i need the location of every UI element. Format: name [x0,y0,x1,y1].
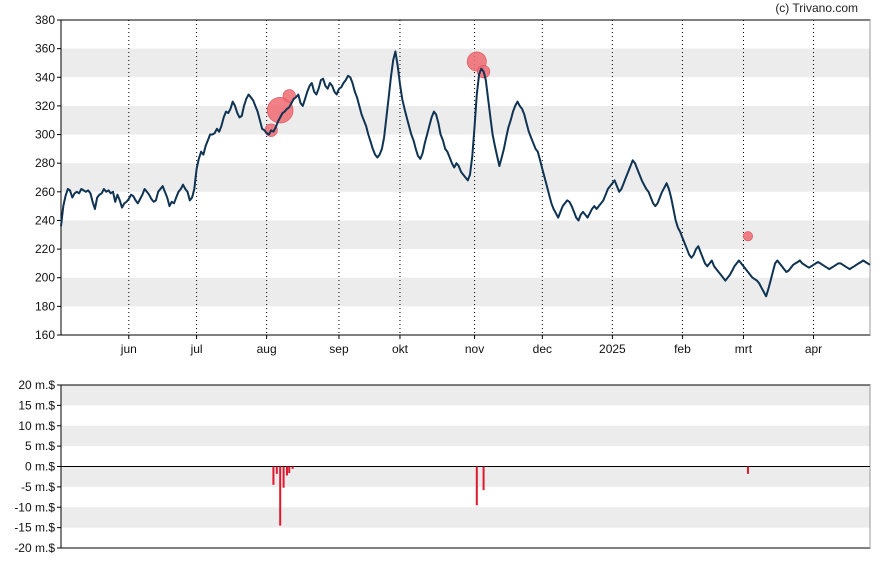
price-panel: 160 180 200 220 240 260 280 300 320 340 360 380 jun j… [35,13,871,356]
grid-band [61,105,870,135]
y-tick-label: 200 [35,271,55,285]
y-tick-label: 260 [35,185,55,199]
volume-bar [746,466,749,474]
x-tick-label: mrt [735,342,753,356]
volume-bar [288,466,291,474]
x-tick-label: jun [120,342,137,356]
grid-band [61,466,870,487]
x-tick-label: nov [465,342,484,356]
y-tick-label: 10 m.$ [18,419,55,433]
y-tick-label: 380 [35,13,55,27]
y-tick-label: 180 [35,299,55,313]
trade-marker [282,89,296,103]
y-tick-label: -15 m.$ [14,521,55,535]
y-tick-label: 280 [35,156,55,170]
y-tick-label: 160 [35,328,55,342]
volume-bar [282,466,285,488]
x-tick-label: jul [190,342,203,356]
x-tick-label: okt [392,342,409,356]
y-tick-label: -20 m.$ [14,541,55,555]
grid-band [61,277,870,307]
y-tick-label: 20 m.$ [18,378,55,392]
volume-bar [275,466,278,474]
volume-bar [272,466,275,485]
trade-marker [266,97,294,124]
y-tick-label: 340 [35,70,55,84]
y-tick-label: -10 m.$ [14,500,55,514]
y-tick-label: 15 m.$ [18,398,55,412]
x-tick-label: aug [257,342,277,356]
volume-bar [475,466,478,506]
y-tick-label: -5 m.$ [21,480,55,494]
volume-panel: 20 m.$ 15 m.$ 10 m.$ 5 m.$ 0 m.$ -5 m.$ -10 m.… [14,378,871,555]
price-line [60,50,871,298]
grid-band [61,385,870,406]
grid-band [61,48,870,78]
trade-marker [743,231,753,242]
x-tick-label: apr [805,342,822,356]
y-tick-label: 240 [35,213,55,227]
volume-bar [291,466,294,469]
y-tick-label: 0 m.$ [25,460,55,474]
y-tick-label: 220 [35,242,55,256]
grid-band [61,507,870,528]
grid-band [61,220,870,250]
y-tick-label: 5 m.$ [25,439,55,453]
y-tick-label: 320 [35,99,55,113]
volume-bar [285,466,288,476]
x-tick-label: 2025 [599,342,626,356]
x-tick-label: sep [329,342,349,356]
x-tick-label: feb [674,342,691,356]
volume-bar [279,466,282,526]
grid-band [61,425,870,447]
x-tick-label: dec [533,342,552,356]
y-tick-label: 360 [35,42,55,56]
source-credit: (c) Trivano.com [775,1,858,15]
y-tick-label: 300 [35,128,55,142]
volume-bar [482,466,485,491]
